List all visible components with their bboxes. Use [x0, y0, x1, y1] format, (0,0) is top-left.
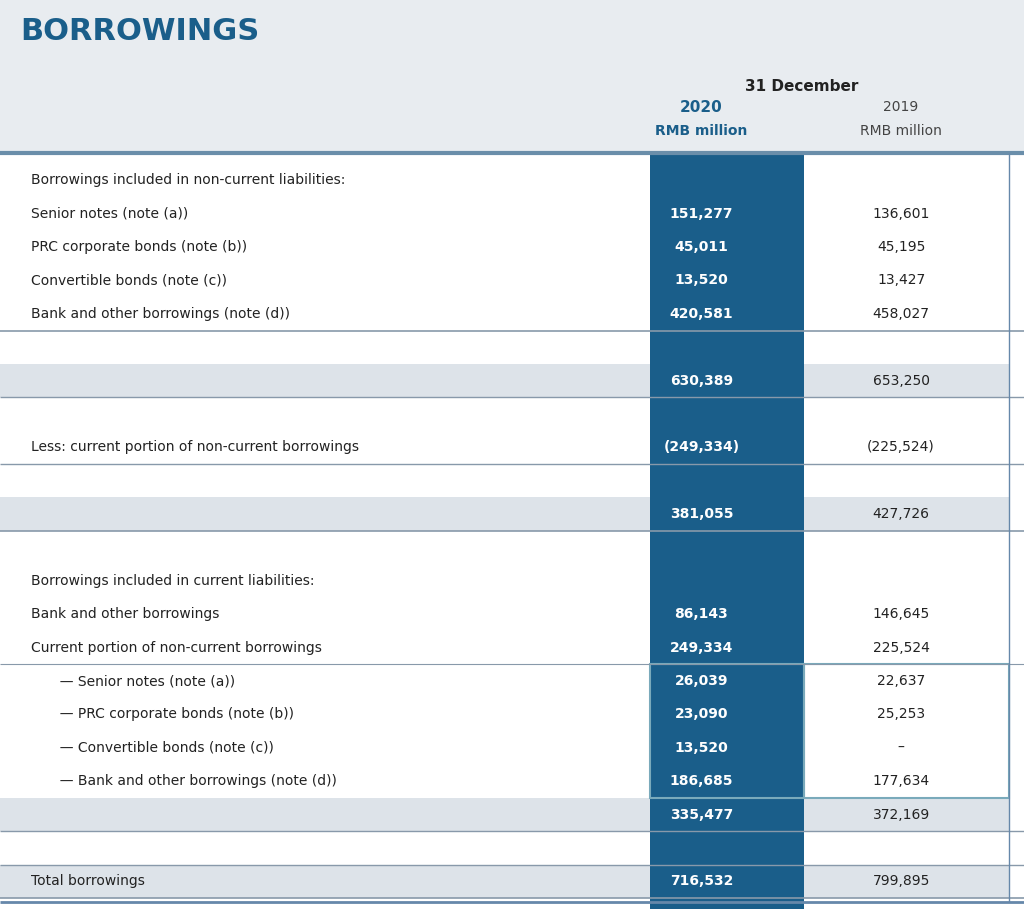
Text: — Bank and other borrowings (note (d)): — Bank and other borrowings (note (d))	[51, 774, 337, 788]
Text: 225,524: 225,524	[872, 641, 930, 654]
Text: 458,027: 458,027	[872, 307, 930, 321]
Text: (225,524): (225,524)	[867, 440, 935, 454]
Text: Borrowings included in non-current liabilities:: Borrowings included in non-current liabi…	[31, 174, 345, 187]
Text: 420,581: 420,581	[670, 307, 733, 321]
Text: 427,726: 427,726	[872, 507, 930, 521]
Bar	[0, 497, 650, 531]
Text: 25,253: 25,253	[878, 707, 925, 722]
Bar	[804, 664, 1009, 798]
Bar	[804, 364, 1009, 397]
Bar	[804, 798, 1009, 832]
Bar	[0, 0, 1024, 64]
Text: 151,277: 151,277	[670, 206, 733, 221]
Text: 146,645: 146,645	[872, 607, 930, 622]
Text: 22,637: 22,637	[877, 674, 926, 688]
Text: Convertible bonds (note (c)): Convertible bonds (note (c))	[31, 274, 226, 287]
Bar	[0, 798, 650, 832]
Bar	[0, 364, 650, 397]
Bar	[0, 153, 1024, 909]
Text: Less: current portion of non-current borrowings: Less: current portion of non-current bor…	[31, 440, 358, 454]
Text: 23,090: 23,090	[675, 707, 728, 722]
Text: 335,477: 335,477	[670, 807, 733, 822]
Text: 45,195: 45,195	[877, 240, 926, 255]
Bar	[0, 64, 1024, 164]
Bar	[804, 864, 1009, 898]
Text: PRC corporate bonds (note (b)): PRC corporate bonds (note (b))	[31, 240, 247, 255]
Text: (249,334): (249,334)	[664, 440, 739, 454]
Text: Bank and other borrowings (note (d)): Bank and other borrowings (note (d))	[31, 307, 290, 321]
Text: — PRC corporate bonds (note (b)): — PRC corporate bonds (note (b))	[51, 707, 294, 722]
Text: 799,895: 799,895	[872, 874, 930, 888]
Text: 2020: 2020	[680, 100, 723, 115]
Text: 31 December: 31 December	[744, 79, 858, 94]
Text: –: –	[898, 741, 904, 754]
Text: 45,011: 45,011	[675, 240, 728, 255]
Text: BORROWINGS: BORROWINGS	[20, 17, 260, 46]
Bar	[650, 153, 804, 909]
Text: 86,143: 86,143	[675, 607, 728, 622]
Text: 381,055: 381,055	[670, 507, 733, 521]
Text: RMB million: RMB million	[860, 124, 942, 138]
Text: Borrowings included in current liabilities:: Borrowings included in current liabiliti…	[31, 574, 314, 588]
Text: — Senior notes (note (a)): — Senior notes (note (a))	[51, 674, 236, 688]
Text: RMB million: RMB million	[655, 124, 748, 138]
Text: 26,039: 26,039	[675, 674, 728, 688]
Text: 136,601: 136,601	[872, 206, 930, 221]
Text: 2019: 2019	[884, 100, 919, 115]
Bar	[0, 864, 650, 898]
Text: 13,520: 13,520	[675, 274, 728, 287]
Text: 653,250: 653,250	[872, 374, 930, 387]
Text: 186,685: 186,685	[670, 774, 733, 788]
Text: 249,334: 249,334	[670, 641, 733, 654]
Text: 630,389: 630,389	[670, 374, 733, 387]
Text: 13,427: 13,427	[877, 274, 926, 287]
Text: — Convertible bonds (note (c)): — Convertible bonds (note (c))	[51, 741, 274, 754]
Text: Bank and other borrowings: Bank and other borrowings	[31, 607, 219, 622]
Text: 13,520: 13,520	[675, 741, 728, 754]
Text: 177,634: 177,634	[872, 774, 930, 788]
Text: Current portion of non-current borrowings: Current portion of non-current borrowing…	[31, 641, 322, 654]
Bar	[804, 497, 1009, 531]
Bar	[650, 664, 804, 798]
Text: Senior notes (note (a)): Senior notes (note (a))	[31, 206, 188, 221]
Text: Total borrowings: Total borrowings	[31, 874, 144, 888]
Text: 372,169: 372,169	[872, 807, 930, 822]
Text: 716,532: 716,532	[670, 874, 733, 888]
